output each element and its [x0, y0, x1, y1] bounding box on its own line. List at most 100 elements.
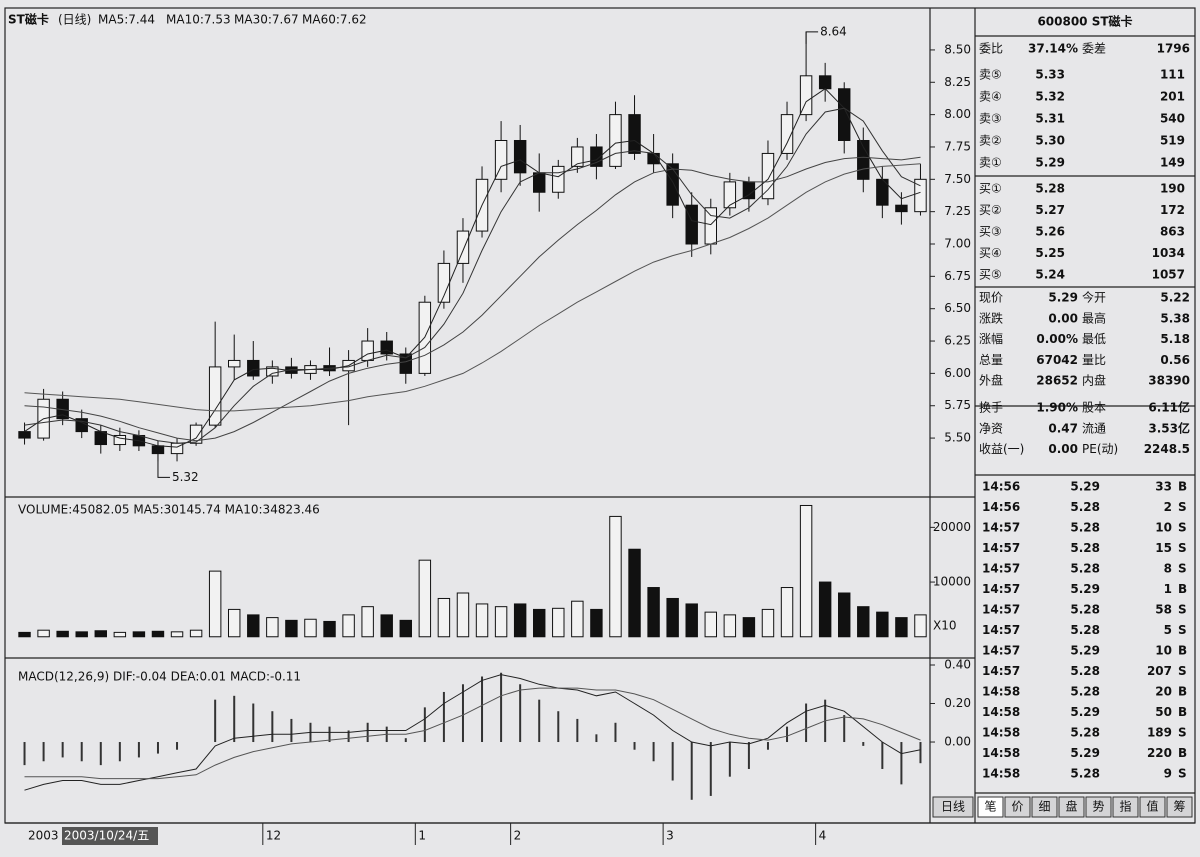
volume-bar: [37, 629, 50, 638]
candle-body: [266, 366, 279, 377]
candle-body: [704, 207, 717, 245]
period-tab[interactable]: 日线: [941, 800, 965, 814]
volume-bar: [437, 597, 451, 638]
trade-time: 14:57: [982, 664, 1020, 678]
panel-tab-bg[interactable]: [1085, 796, 1112, 818]
trade-volume: 20: [1155, 685, 1172, 699]
panel-tab[interactable]: 价: [1011, 800, 1023, 814]
trade-price: 5.29: [1070, 582, 1100, 596]
panel-tab[interactable]: 细: [1038, 800, 1050, 814]
order-price: 5.30: [1035, 134, 1065, 148]
field-label: 量比: [1082, 353, 1106, 367]
volume-bar: [513, 603, 527, 638]
ma-legend: MA30:7.67: [234, 13, 299, 27]
order-price: 5.26: [1035, 225, 1065, 239]
x-tick-label: 4: [819, 829, 827, 843]
order-label: 买⑤: [979, 268, 1002, 282]
y-tick-label: 0.20: [944, 696, 971, 710]
order-volume: 1057: [1152, 268, 1185, 282]
panel-tab[interactable]: 势: [1092, 800, 1104, 814]
panel-tab-bg[interactable]: [1031, 796, 1058, 818]
panel-tab-bg[interactable]: [1166, 796, 1193, 818]
field-value: 5.29: [1048, 291, 1078, 305]
order-volume: 1034: [1152, 246, 1185, 260]
field-value: 2248.5: [1144, 442, 1190, 456]
volume-bar: [647, 587, 660, 638]
volume-bar: [818, 581, 832, 638]
ma-line: [24, 163, 921, 412]
trade-side: S: [1178, 500, 1187, 514]
trade-side: B: [1178, 746, 1187, 760]
panel-tab-bg[interactable]: [1004, 796, 1031, 818]
trade-side: B: [1178, 582, 1187, 596]
y-tick-label: 7.25: [944, 204, 971, 218]
trade-volume: 10: [1155, 644, 1172, 658]
low-marker: [157, 451, 170, 478]
y-tick-label: 5.50: [944, 431, 971, 445]
candle-body: [113, 434, 127, 446]
field-value: 5.22: [1160, 291, 1190, 305]
candle-body: [609, 114, 622, 167]
panel-tab[interactable]: 盘: [1065, 799, 1077, 814]
trade-time: 14:57: [982, 562, 1020, 576]
candle-body: [914, 178, 927, 213]
volume-bar: [75, 631, 88, 638]
volume-bar: [723, 614, 737, 638]
trade-volume: 33: [1155, 480, 1172, 494]
ma-line: [24, 107, 921, 444]
field-label: 外盘: [979, 373, 1003, 388]
volume-bar: [247, 614, 260, 638]
field-label: 委比: [979, 42, 1003, 56]
order-volume: 111: [1160, 68, 1185, 82]
field-label: 现价: [979, 291, 1003, 305]
candle-body: [685, 204, 698, 245]
field-label: 涨跌: [979, 310, 1003, 325]
candle-body: [18, 431, 31, 439]
field-value: 0.00: [1048, 442, 1078, 456]
candle-body: [838, 88, 851, 141]
candle-body: [380, 340, 393, 355]
field-label: 涨幅: [979, 331, 1003, 346]
panel-tab[interactable]: 笔: [984, 799, 996, 814]
panel-tab-bg[interactable]: [977, 796, 1004, 818]
candle-body: [742, 181, 756, 200]
volume-bar: [685, 603, 698, 638]
order-volume: 149: [1160, 156, 1185, 170]
trade-price: 5.29: [1070, 480, 1100, 494]
ma-legend: MA60:7.62: [302, 13, 367, 27]
panel-tab[interactable]: 指: [1119, 799, 1131, 814]
panel-tab[interactable]: 筹: [1173, 800, 1185, 814]
trade-volume: 2: [1164, 500, 1172, 514]
low-label: 5.32: [172, 470, 199, 484]
volume-bar: [361, 606, 374, 638]
volume-bar: [399, 619, 412, 638]
y-tick-label: 6.50: [944, 301, 971, 315]
trade-side: S: [1178, 562, 1187, 576]
candle-body: [533, 172, 546, 193]
trade-price: 5.28: [1070, 541, 1100, 555]
dea-line: [24, 687, 921, 780]
x-tick-label: 1: [418, 829, 426, 843]
candle-body: [780, 114, 794, 154]
volume-bar: [666, 597, 679, 638]
y-tick-label: 8.50: [944, 42, 971, 56]
trade-price: 5.29: [1070, 644, 1100, 658]
trade-side: B: [1178, 685, 1187, 699]
y-tick-label: 6.00: [944, 366, 971, 380]
ma-line: [24, 88, 921, 448]
candle-body: [857, 139, 870, 180]
trade-price: 5.28: [1070, 664, 1100, 678]
panel-tab-bg[interactable]: [1139, 796, 1166, 818]
candle-body: [571, 146, 584, 167]
trade-volume: 220: [1147, 746, 1172, 760]
field-label: 换手: [979, 401, 1003, 415]
candle-body: [666, 163, 679, 206]
order-volume: 540: [1160, 112, 1185, 126]
y-tick-label: 10000: [933, 575, 971, 589]
panel-tab[interactable]: 值: [1146, 799, 1158, 814]
panel-tab-bg[interactable]: [1112, 796, 1139, 818]
volume-bar: [132, 631, 146, 638]
period-tab-bg[interactable]: [932, 796, 974, 818]
panel-tab-bg[interactable]: [1058, 796, 1085, 818]
